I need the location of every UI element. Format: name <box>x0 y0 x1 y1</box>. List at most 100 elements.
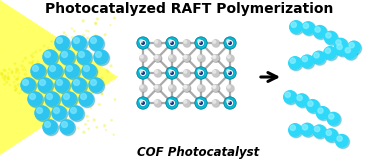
Circle shape <box>65 118 67 120</box>
Circle shape <box>301 21 315 35</box>
Circle shape <box>93 49 109 65</box>
Circle shape <box>183 40 191 47</box>
Circle shape <box>314 53 319 58</box>
Circle shape <box>53 107 68 122</box>
Circle shape <box>11 70 13 72</box>
Circle shape <box>54 92 55 93</box>
Circle shape <box>155 55 162 62</box>
Polygon shape <box>0 0 118 155</box>
Circle shape <box>63 93 77 108</box>
Circle shape <box>29 62 31 64</box>
Circle shape <box>198 70 204 76</box>
Circle shape <box>56 37 71 52</box>
Circle shape <box>68 118 70 120</box>
Circle shape <box>91 80 96 85</box>
Circle shape <box>226 54 234 62</box>
Circle shape <box>198 55 205 62</box>
Circle shape <box>198 85 201 88</box>
Circle shape <box>64 61 65 63</box>
Circle shape <box>155 70 162 77</box>
Circle shape <box>110 65 112 67</box>
Circle shape <box>54 108 59 114</box>
Circle shape <box>285 92 290 97</box>
Circle shape <box>139 70 143 73</box>
Circle shape <box>345 48 350 53</box>
Circle shape <box>71 37 73 38</box>
Circle shape <box>344 47 358 60</box>
Circle shape <box>213 85 216 88</box>
Circle shape <box>169 55 172 58</box>
Circle shape <box>73 79 88 94</box>
Circle shape <box>55 69 56 70</box>
Circle shape <box>325 130 339 143</box>
Circle shape <box>72 63 73 64</box>
Circle shape <box>140 55 147 62</box>
Circle shape <box>93 48 94 49</box>
Circle shape <box>1 73 3 75</box>
Circle shape <box>35 51 37 53</box>
Circle shape <box>105 58 106 60</box>
Circle shape <box>155 85 162 92</box>
Circle shape <box>212 100 220 107</box>
Circle shape <box>44 82 45 83</box>
Circle shape <box>184 85 187 88</box>
Circle shape <box>212 55 220 62</box>
Circle shape <box>335 42 349 56</box>
Circle shape <box>198 70 201 73</box>
Circle shape <box>34 87 35 89</box>
Circle shape <box>212 85 220 92</box>
Circle shape <box>314 26 328 40</box>
Circle shape <box>37 77 53 93</box>
Circle shape <box>45 51 51 57</box>
Circle shape <box>297 95 302 101</box>
Circle shape <box>77 61 79 63</box>
Circle shape <box>324 128 338 142</box>
Circle shape <box>328 114 334 119</box>
Circle shape <box>169 70 175 76</box>
Circle shape <box>39 87 40 88</box>
Circle shape <box>100 55 101 56</box>
Circle shape <box>154 84 161 92</box>
Circle shape <box>337 44 342 50</box>
Circle shape <box>59 65 60 67</box>
Circle shape <box>29 94 36 99</box>
Circle shape <box>34 105 50 121</box>
Circle shape <box>101 77 103 79</box>
Circle shape <box>183 99 190 107</box>
Circle shape <box>32 56 34 58</box>
Circle shape <box>170 42 174 44</box>
Circle shape <box>32 61 34 63</box>
Circle shape <box>300 123 314 137</box>
Circle shape <box>31 85 33 87</box>
Circle shape <box>200 72 202 74</box>
Circle shape <box>98 89 99 90</box>
Circle shape <box>335 39 349 52</box>
Circle shape <box>212 70 220 77</box>
Circle shape <box>290 57 303 71</box>
Circle shape <box>104 125 106 127</box>
Circle shape <box>44 91 60 107</box>
Circle shape <box>226 100 233 106</box>
Circle shape <box>37 108 42 114</box>
Circle shape <box>60 41 61 42</box>
Circle shape <box>155 70 158 73</box>
Circle shape <box>90 108 91 109</box>
Circle shape <box>27 91 43 107</box>
Circle shape <box>39 71 41 72</box>
Circle shape <box>47 63 63 79</box>
Circle shape <box>20 77 36 93</box>
Circle shape <box>212 69 219 77</box>
Circle shape <box>302 56 315 69</box>
Circle shape <box>155 55 158 58</box>
Circle shape <box>1 72 3 74</box>
Circle shape <box>54 35 70 51</box>
Circle shape <box>59 58 60 59</box>
Circle shape <box>58 46 60 47</box>
Circle shape <box>88 81 89 83</box>
Circle shape <box>8 73 9 74</box>
Circle shape <box>46 103 48 105</box>
Circle shape <box>68 92 70 94</box>
Circle shape <box>22 85 23 87</box>
Circle shape <box>43 84 45 86</box>
Circle shape <box>212 39 219 47</box>
